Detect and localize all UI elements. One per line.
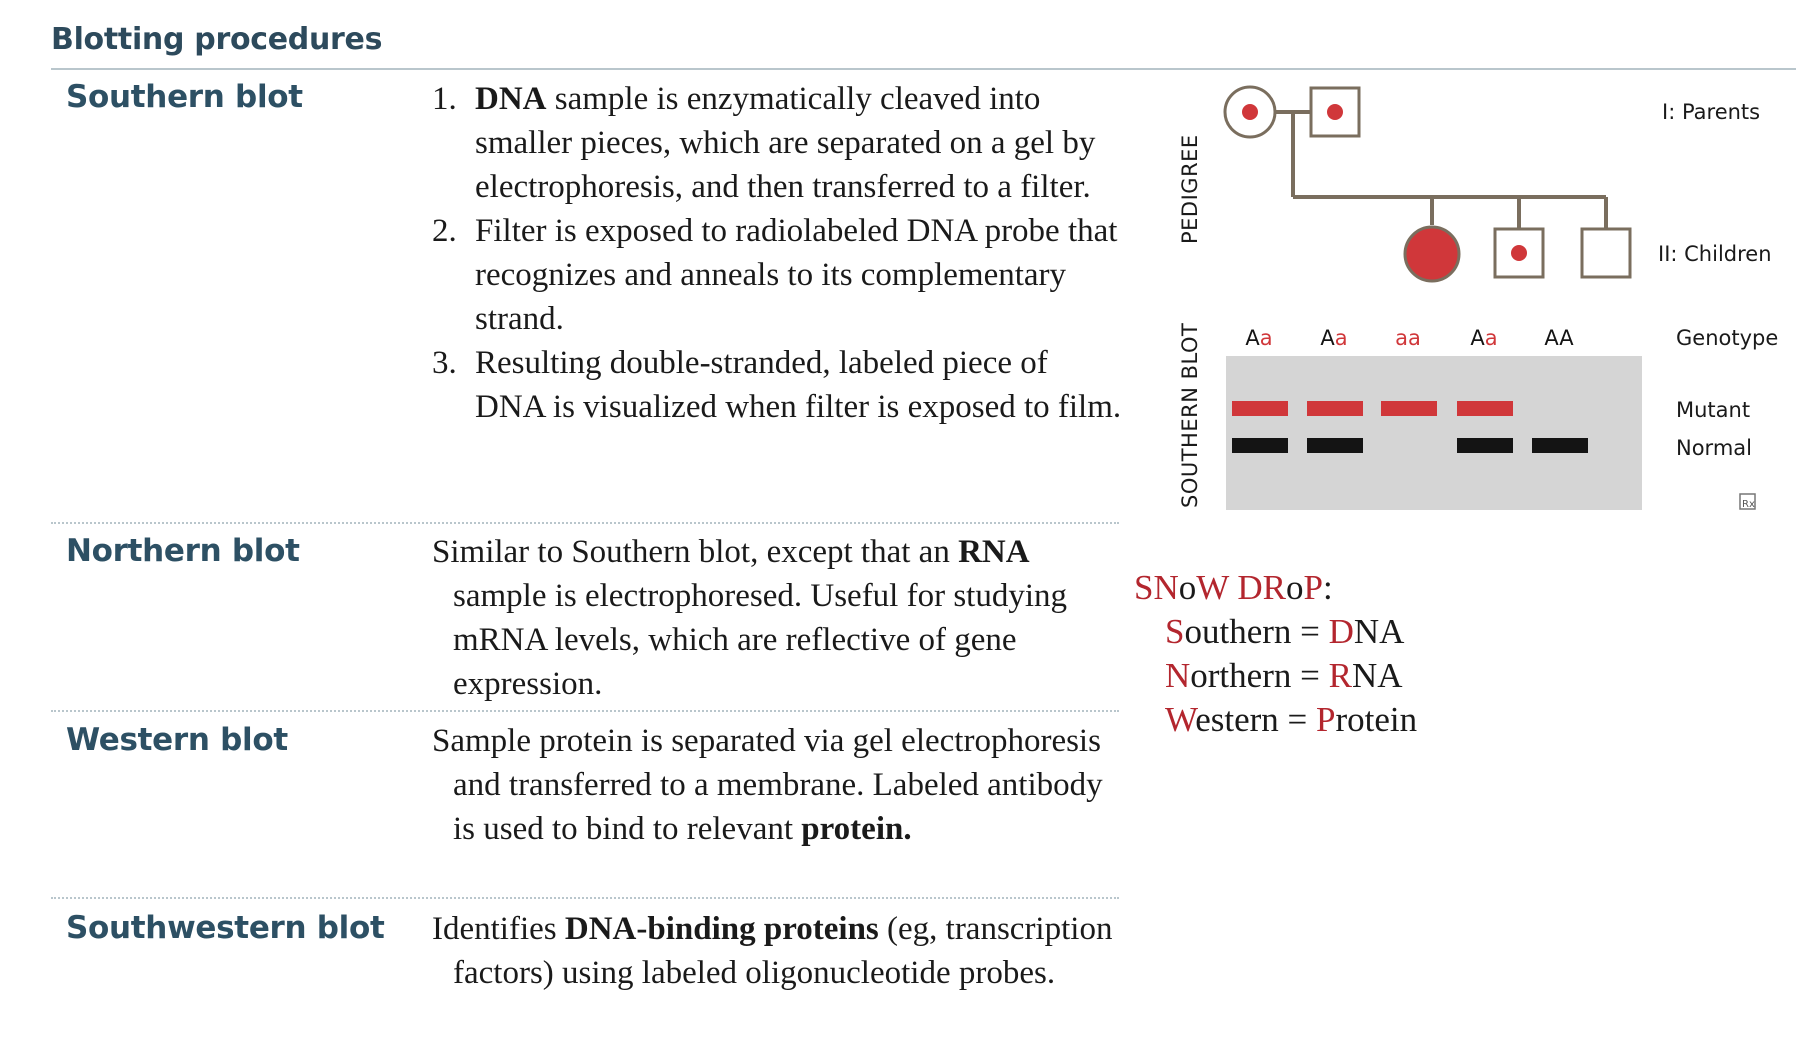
affected-daughter-symbol xyxy=(1403,225,1461,283)
mutant-band xyxy=(1457,401,1513,416)
page-title: Blotting procedures xyxy=(51,22,383,57)
mnemonic-text: estern = xyxy=(1195,700,1317,739)
mnemonic-initial: P xyxy=(1316,700,1336,739)
pedigree-lines xyxy=(1276,110,1608,229)
genotype-label-3: aa xyxy=(1395,326,1421,350)
step-text: Filter is exposed to radiolabeled DNA pr… xyxy=(475,213,1118,337)
desc-text: Sample protein is separated via gel elec… xyxy=(432,723,1103,847)
step-number: 2. xyxy=(432,213,457,249)
mnemonic-initial: R xyxy=(1328,656,1352,695)
carrier-dot-icon xyxy=(1242,104,1258,120)
rx-icon xyxy=(1739,493,1756,510)
mnemonic-letter: o xyxy=(1178,568,1197,607)
gen1-label: I: Parents xyxy=(1662,100,1760,124)
mnemonic-letter: SN xyxy=(1134,568,1179,607)
mnemonic-text: outhern = xyxy=(1184,612,1329,651)
mutant-band xyxy=(1307,401,1363,416)
mnemonic-text: orthern = xyxy=(1190,656,1329,695)
mutant-band xyxy=(1381,401,1437,416)
normal-band xyxy=(1532,438,1588,453)
genotype-row: Aa Aa aa Aa AA xyxy=(1245,326,1574,350)
desc-bold: RNA xyxy=(958,534,1030,570)
mnemonic-text: NA xyxy=(1351,656,1403,695)
band-group xyxy=(1232,401,1588,453)
mnemonic-colon: : xyxy=(1323,568,1333,607)
rx-icon-text: Rx xyxy=(1742,499,1755,510)
genotype-label: Genotype xyxy=(1676,326,1778,350)
mnemonic-initial: S xyxy=(1165,612,1185,651)
mutant-label: Mutant xyxy=(1676,398,1750,422)
mnemonic-initial: W xyxy=(1165,700,1196,739)
list-item: 2. Filter is exposed to radiolabeled DNA … xyxy=(432,209,1122,341)
mnemonic-line: Southern = DNA xyxy=(1134,610,1417,654)
southern-blot-axis-label: SOUTHERN BLOT xyxy=(1178,323,1202,508)
carrier-dot-icon xyxy=(1327,104,1343,120)
normal-band xyxy=(1307,438,1363,453)
unaffected-son-symbol xyxy=(1580,227,1632,279)
mnemonic-text: NA xyxy=(1353,612,1405,651)
northern-blot-label: Northern blot xyxy=(66,533,300,569)
mnemonic-letter: P xyxy=(1303,568,1323,607)
snow-drop-mnemonic: SNoW DRoP: Southern = DNA Northern = RNA… xyxy=(1134,566,1417,742)
step-number: 3. xyxy=(432,345,457,381)
western-blot-description: Sample protein is separated via gel elec… xyxy=(432,719,1122,851)
southwestern-blot-description: Identifies DNA-binding proteins (eg, tra… xyxy=(432,907,1122,995)
desc-text: Similar to Southern blot, except that an xyxy=(432,534,959,570)
genotype-label-2: Aa xyxy=(1320,326,1347,350)
row-divider xyxy=(51,522,1119,524)
step-number: 1. xyxy=(432,81,457,117)
northern-blot-description: Similar to Southern blot, except that an… xyxy=(432,530,1122,706)
mnemonic-letter: o xyxy=(1286,568,1304,607)
mnemonic-initial: D xyxy=(1328,612,1354,651)
desc-text: sample is electrophoresed. Useful for st… xyxy=(453,578,1068,702)
mutant-band xyxy=(1232,401,1288,416)
pedigree-label: PEDIGREE xyxy=(1178,134,1202,244)
list-item: 3. Resulting double-stranded, labeled pie… xyxy=(432,341,1122,429)
step-text: sample is enzymatically cleaved into sma… xyxy=(475,81,1096,205)
mnemonic-initial: N xyxy=(1165,656,1191,695)
carrier-dot-icon xyxy=(1511,245,1527,261)
mnemonic-title: SNoW DRoP: xyxy=(1134,566,1417,610)
southern-steps-list: 1. DNA sample is enzymatically cleaved in… xyxy=(432,77,1122,429)
southern-blot-description: 1. DNA sample is enzymatically cleaved in… xyxy=(432,77,1122,429)
figure-svg: I: Parents II: Children PEDIGREE Aa Aa aa A… xyxy=(1178,85,1778,510)
desc-text: (eg, transcription factors) using labele… xyxy=(453,911,1113,991)
desc-text: Identifies xyxy=(432,911,565,947)
normal-label: Normal xyxy=(1676,436,1752,460)
desc-bold: protein. xyxy=(801,811,912,847)
pedigree-blot-figure: I: Parents II: Children PEDIGREE Aa Aa aa A… xyxy=(1160,72,1780,527)
gen2-label: II: Children xyxy=(1658,242,1772,266)
mnemonic-letter: W DR xyxy=(1196,568,1287,607)
step-bold: DNA xyxy=(475,81,547,117)
title-divider xyxy=(51,68,1796,70)
mnemonic-line: Western = Protein xyxy=(1134,698,1417,742)
step-text: Resulting double-stranded, labeled piece… xyxy=(475,345,1122,425)
row-divider xyxy=(51,710,1119,712)
desc-bold: DNA-binding proteins xyxy=(564,911,879,947)
genotype-label-5: AA xyxy=(1544,326,1574,350)
normal-band xyxy=(1457,438,1513,453)
western-blot-label: Western blot xyxy=(66,722,288,758)
genotype-label-4: Aa xyxy=(1470,326,1497,350)
list-item: 1. DNA sample is enzymatically cleaved in… xyxy=(432,77,1122,209)
southern-blot-label: Southern blot xyxy=(66,79,303,115)
normal-band xyxy=(1232,438,1288,453)
mnemonic-text: rotein xyxy=(1335,700,1418,739)
row-divider xyxy=(51,897,1119,899)
gel-background xyxy=(1226,356,1642,510)
genotype-label-1: Aa xyxy=(1245,326,1272,350)
southwestern-blot-label: Southwestern blot xyxy=(66,910,385,946)
mnemonic-line: Northern = RNA xyxy=(1134,654,1417,698)
